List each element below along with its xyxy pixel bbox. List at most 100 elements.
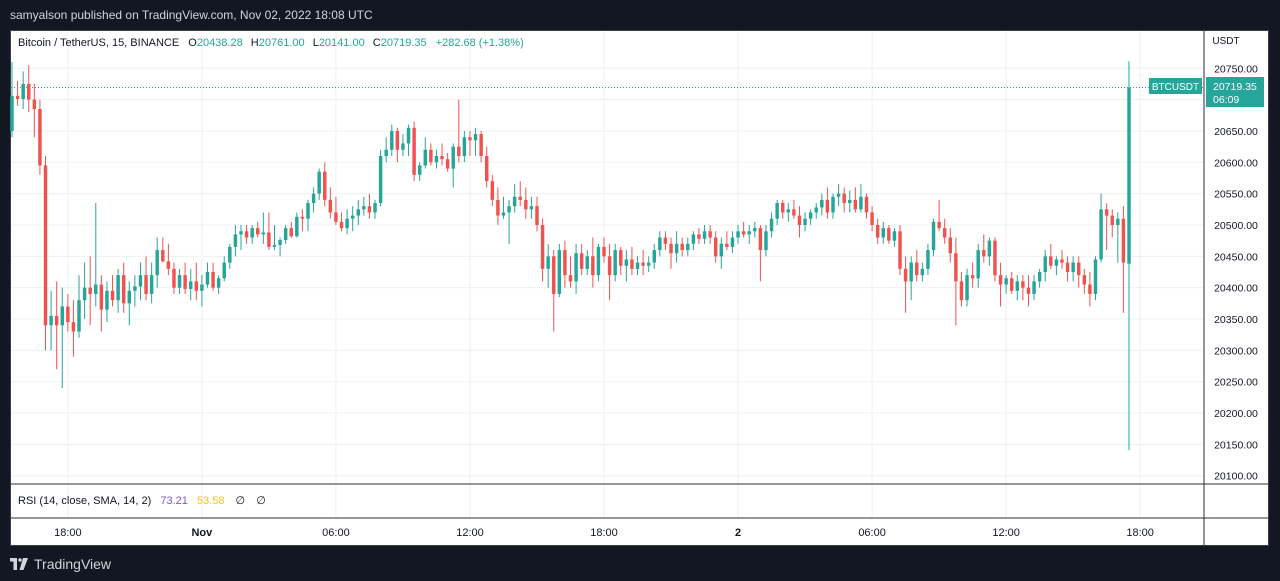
- candle-body: [362, 206, 366, 210]
- legend-o-value: 20438.28: [197, 37, 243, 49]
- candle-body: [524, 199, 528, 210]
- price-axis-unit: USDT: [1212, 36, 1239, 47]
- candle-body: [808, 212, 813, 219]
- candle-body: [473, 134, 478, 141]
- candle-body: [959, 281, 964, 301]
- candle-body: [289, 228, 293, 237]
- legend-l-value: 20141.00: [319, 37, 365, 49]
- candle-body: [859, 196, 863, 210]
- candle-body: [496, 199, 500, 216]
- candle-body: [88, 287, 92, 294]
- candle-body: [769, 218, 774, 232]
- candle-body: [440, 156, 444, 160]
- candle-body: [367, 206, 372, 213]
- candle-body: [1110, 215, 1114, 225]
- candle-body: [1049, 256, 1053, 266]
- candle-body: [334, 212, 338, 222]
- candle-body: [613, 250, 617, 276]
- candle-body: [820, 199, 824, 208]
- candle-body: [1065, 262, 1070, 272]
- candle-body: [166, 261, 171, 269]
- footer: TradingView: [10, 553, 111, 575]
- rsi-legend: RSI (14, close, SMA, 14, 2) 73.21 53.58 …: [18, 495, 266, 507]
- price-tick-label: 20650.00: [1214, 126, 1258, 138]
- price-tick-label: 20200.00: [1214, 408, 1258, 420]
- candle-body: [1021, 281, 1025, 288]
- candle-body: [1093, 259, 1098, 294]
- price-tick-label: 20300.00: [1214, 345, 1258, 357]
- time-axis: 18:00 Nov 06:00 12:00 18:00 2 06:00 12:00 18:00: [54, 527, 1154, 539]
- publish-line: samyalson published on TradingView.com, …: [10, 8, 373, 22]
- candle-body: [429, 149, 433, 163]
- candle-body: [708, 231, 712, 238]
- price-tag-bg: [1206, 77, 1264, 107]
- candle-body: [1116, 218, 1120, 225]
- candle-body: [825, 199, 830, 213]
- candle-body: [412, 127, 416, 175]
- candle-body: [1082, 275, 1087, 285]
- candle-body: [317, 171, 321, 194]
- candle-body: [345, 218, 349, 229]
- candle-body: [38, 109, 42, 166]
- symbol-tag-bg: [1149, 78, 1202, 94]
- candle-body: [719, 243, 724, 257]
- candle-body: [300, 216, 305, 219]
- price-tick-label: 20550.00: [1214, 189, 1258, 201]
- candle-body: [233, 234, 238, 247]
- candle-body: [445, 159, 450, 169]
- price-tick-label: 20400.00: [1214, 283, 1258, 295]
- candle-body: [451, 146, 455, 169]
- price-tick-label: 20100.00: [1214, 471, 1258, 483]
- candle-body: [462, 137, 467, 157]
- candle-body: [479, 134, 483, 157]
- symbol-tag: BTCUSDT: [1152, 82, 1199, 93]
- tradingview-logo-icon: [10, 558, 28, 570]
- candle-body: [579, 253, 584, 269]
- candle-body: [339, 221, 344, 229]
- candle-body: [591, 256, 595, 276]
- candle-body: [244, 231, 249, 238]
- time-tick-label: 18:00: [590, 527, 618, 539]
- candle-body: [652, 250, 657, 263]
- candle-body: [1043, 256, 1047, 272]
- candle-body: [898, 231, 902, 269]
- candle-body: [295, 216, 299, 237]
- candle-body: [792, 209, 796, 216]
- candle-body: [892, 231, 897, 241]
- candle-body: [99, 284, 104, 310]
- legend-l-label: L: [313, 37, 319, 49]
- candle-body: [786, 209, 791, 213]
- price-tag-value: 20719.35: [1213, 81, 1257, 93]
- price-tick-label: 20600.00: [1214, 157, 1258, 169]
- chart-separators: [11, 31, 1269, 545]
- candle-body: [228, 246, 232, 263]
- candle-body: [1026, 287, 1031, 294]
- time-tick-label: 2: [735, 527, 741, 539]
- candle-body: [211, 272, 215, 288]
- candle-body: [725, 243, 729, 247]
- rsi-na-1: ∅: [236, 495, 246, 507]
- candle-body: [82, 287, 87, 301]
- price-tick-label: 20150.00: [1214, 439, 1258, 451]
- candle-body: [390, 130, 394, 150]
- candle-body: [1009, 278, 1014, 291]
- footer-brand[interactable]: TradingView: [34, 556, 112, 572]
- candle-body: [920, 268, 925, 276]
- candle-body: [915, 262, 919, 276]
- legend-c-label: C: [373, 37, 381, 49]
- candle-body: [814, 207, 818, 213]
- candle-body: [507, 206, 511, 213]
- candle-body: [468, 137, 472, 141]
- candle-body: [775, 203, 779, 219]
- candle-body: [602, 246, 606, 257]
- time-tick-label: 12:00: [456, 527, 484, 539]
- candle-body: [1032, 281, 1036, 294]
- candle-body: [965, 275, 969, 301]
- candle-body: [780, 203, 785, 213]
- candle-body: [1060, 259, 1064, 263]
- candle-body: [903, 268, 908, 282]
- candle-body: [619, 250, 623, 266]
- candle-body: [144, 275, 148, 294]
- candle-body: [658, 237, 662, 251]
